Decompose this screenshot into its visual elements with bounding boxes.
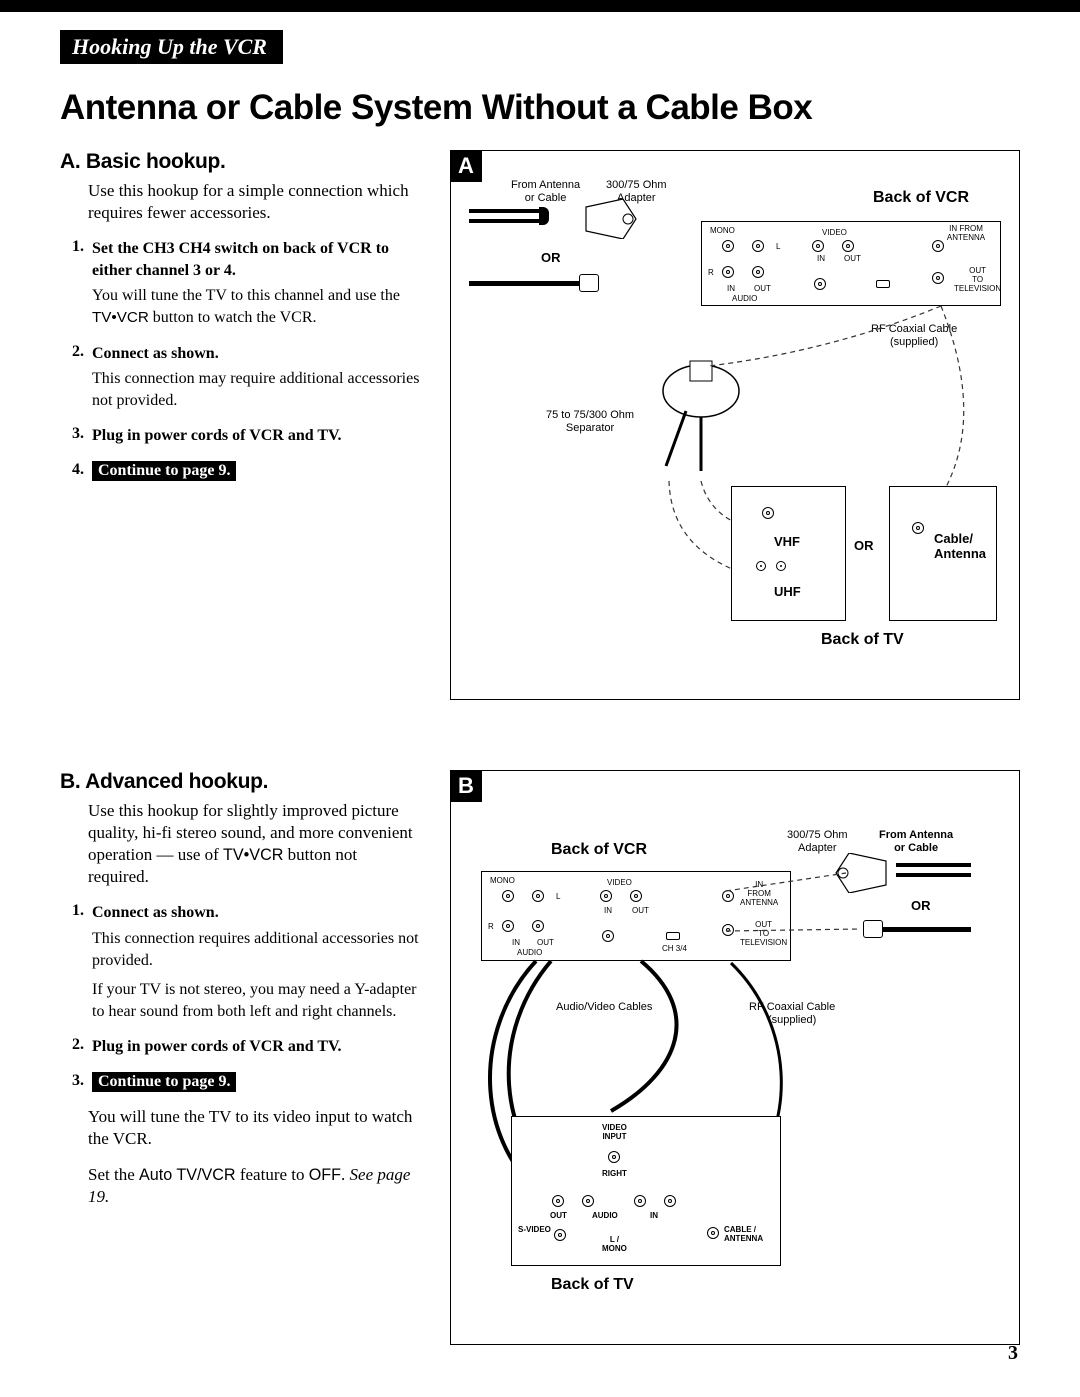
diagram-b: B Back of VCR 300/75 Ohm Adapter From An… xyxy=(450,770,1020,1345)
step-b2: 2. Plug in power cords of VCR and TV. xyxy=(72,1036,420,1058)
step-title: Plug in power cords of VCR and TV. xyxy=(92,425,420,447)
step-number: 2. xyxy=(72,343,84,361)
section-b-row: B. Advanced hookup. Use this hookup for … xyxy=(60,770,1020,1345)
p2-post: . xyxy=(341,1165,350,1184)
p2-sans2: OFF xyxy=(309,1166,341,1184)
page-title: Antenna or Cable System Without a Cable … xyxy=(60,88,1020,128)
step-number: 3. xyxy=(72,425,84,443)
section-a-row: A. Basic hookup. Use this hookup for a s… xyxy=(60,150,1020,760)
p2-mid: feature to xyxy=(236,1165,309,1184)
step-number: 3. xyxy=(72,1072,84,1090)
diagram-a: A From Antenna or Cable 300/75 Ohm Adapt… xyxy=(450,150,1020,700)
step-body-pre: You will tune the TV to this channel and… xyxy=(92,287,400,304)
step-number: 2. xyxy=(72,1036,84,1054)
top-border xyxy=(0,0,1080,12)
step-title: Connect as shown. xyxy=(92,902,420,924)
tv-panel-left: VHF UHF xyxy=(731,486,846,621)
label-cable-antenna-b: CABLE / ANTENNA xyxy=(724,1225,763,1243)
label-back-tv: Back of TV xyxy=(821,631,904,649)
post-text-1: You will tune the TV to its video input … xyxy=(88,1106,420,1150)
step-number: 4. xyxy=(72,461,84,479)
step-a2: 2. Connect as shown. This connection may… xyxy=(72,343,420,412)
label-vhf: VHF xyxy=(774,535,800,550)
step-body: This connection requires additional acce… xyxy=(92,928,420,971)
step-body-post: button to watch the VCR. xyxy=(149,309,317,326)
step-body-sans: TV•VCR xyxy=(92,309,149,326)
step-b3: 3. Continue to page 9. xyxy=(72,1072,420,1092)
label-svideo: S-VIDEO xyxy=(518,1225,551,1234)
continue-pill: Continue to page 9. xyxy=(92,461,236,481)
post-text-2: Set the Auto TV/VCR feature to OFF. See … xyxy=(88,1164,420,1208)
step-title: Plug in power cords of VCR and TV. xyxy=(92,1036,420,1058)
tv-panel-b: VIDEO INPUT RIGHT OUT AUDIO IN S-VIDEO L… xyxy=(511,1116,781,1266)
label-right: RIGHT xyxy=(602,1169,627,1178)
step-body: You will tune the TV to this channel and… xyxy=(92,285,420,328)
continue-pill: Continue to page 9. xyxy=(92,1072,236,1092)
tv-panel-right: Cable/ Antenna xyxy=(889,486,997,621)
step-a1: 1. Set the CH3 CH4 switch on back of VCR… xyxy=(72,238,420,328)
step-title: Connect as shown. xyxy=(92,343,420,365)
p2-sans: Auto TV/VCR xyxy=(139,1166,236,1184)
section-b-intro: Use this hookup for slightly improved pi… xyxy=(88,800,420,888)
label-out2-b2: OUT xyxy=(550,1211,567,1220)
label-lmono: L / MONO xyxy=(602,1235,627,1253)
section-header: Hooking Up the VCR xyxy=(60,30,283,64)
label-back-tv-b: Back of TV xyxy=(551,1276,634,1294)
label-audio2: AUDIO xyxy=(592,1211,618,1220)
step-number: 1. xyxy=(72,238,84,256)
step-body: This connection may require additional a… xyxy=(92,368,420,411)
section-a-intro: Use this hookup for a simple connection … xyxy=(88,180,420,224)
step-a3: 3. Plug in power cords of VCR and TV. xyxy=(72,425,420,447)
label-uhf: UHF xyxy=(774,585,801,600)
label-cable-antenna: Cable/ Antenna xyxy=(934,532,986,562)
label-in2-b2: IN xyxy=(650,1211,658,1220)
section-a-heading: A. Basic hookup. xyxy=(60,150,420,174)
step-a4: 4. Continue to page 9. xyxy=(72,461,420,481)
page-number: 3 xyxy=(1008,1342,1018,1365)
step-b1: 1. Connect as shown. This connection req… xyxy=(72,902,420,1022)
step-title: Set the CH3 CH4 switch on back of VCR to… xyxy=(92,238,420,281)
label-video-input: VIDEO INPUT xyxy=(602,1123,627,1141)
section-b-heading: B. Advanced hookup. xyxy=(60,770,420,794)
step-number: 1. xyxy=(72,902,84,920)
step-body2: If your TV is not stereo, you may need a… xyxy=(92,979,420,1022)
intro-sans: TV•VCR xyxy=(223,846,283,864)
section-a-steps: 1. Set the CH3 CH4 switch on back of VCR… xyxy=(72,238,420,481)
p2-pre: Set the xyxy=(88,1165,139,1184)
label-or2: OR xyxy=(854,539,874,554)
section-b-steps: 1. Connect as shown. This connection req… xyxy=(72,902,420,1092)
